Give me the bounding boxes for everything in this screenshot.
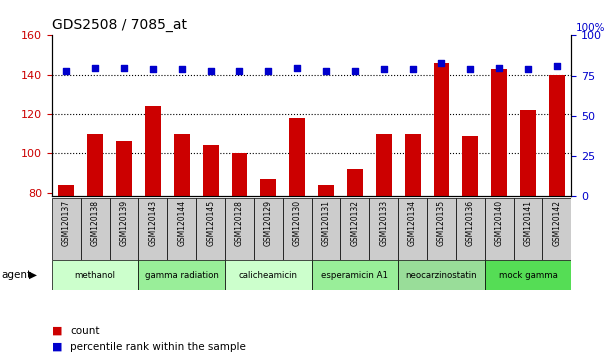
Text: GDS2508 / 7085_at: GDS2508 / 7085_at xyxy=(52,18,187,32)
Bar xyxy=(52,198,81,260)
Point xyxy=(177,67,187,72)
Point xyxy=(379,67,389,72)
Text: GSM120141: GSM120141 xyxy=(524,200,533,246)
Text: GSM120138: GSM120138 xyxy=(90,200,100,246)
Bar xyxy=(347,169,363,196)
Point xyxy=(494,65,504,70)
Bar xyxy=(225,260,312,290)
Text: neocarzinostatin: neocarzinostatin xyxy=(406,271,477,280)
Bar xyxy=(145,106,161,196)
Text: GSM120142: GSM120142 xyxy=(552,200,562,246)
Bar xyxy=(254,198,283,260)
Text: GSM120131: GSM120131 xyxy=(321,200,331,246)
Bar xyxy=(463,136,478,196)
Bar xyxy=(139,260,225,290)
Text: GSM120130: GSM120130 xyxy=(293,200,302,246)
Text: GSM120132: GSM120132 xyxy=(350,200,359,246)
Point xyxy=(206,68,216,74)
Text: calicheamicin: calicheamicin xyxy=(239,271,298,280)
Point xyxy=(350,68,360,74)
Bar xyxy=(485,198,514,260)
Bar xyxy=(87,133,103,196)
Bar xyxy=(283,198,312,260)
Text: GSM120128: GSM120128 xyxy=(235,200,244,246)
Text: GSM120129: GSM120129 xyxy=(264,200,273,246)
Point xyxy=(263,68,273,74)
Text: gamma radiation: gamma radiation xyxy=(145,271,219,280)
Bar xyxy=(398,260,485,290)
Text: esperamicin A1: esperamicin A1 xyxy=(321,271,389,280)
Text: 100%: 100% xyxy=(576,23,605,33)
Bar xyxy=(376,133,392,196)
Point xyxy=(552,63,562,69)
Text: agent: agent xyxy=(1,270,31,280)
Point xyxy=(523,67,533,72)
Bar xyxy=(312,198,340,260)
Bar xyxy=(434,63,449,196)
Bar xyxy=(514,198,543,260)
Text: percentile rank within the sample: percentile rank within the sample xyxy=(70,342,246,352)
Point xyxy=(148,67,158,72)
Text: ■: ■ xyxy=(52,326,62,336)
Text: GSM120145: GSM120145 xyxy=(206,200,215,246)
Bar xyxy=(312,260,398,290)
Bar xyxy=(398,198,427,260)
Bar xyxy=(81,198,109,260)
Text: GSM120144: GSM120144 xyxy=(177,200,186,246)
Text: ▶: ▶ xyxy=(29,270,37,280)
Bar xyxy=(196,198,225,260)
Point xyxy=(466,67,475,72)
Text: GSM120140: GSM120140 xyxy=(495,200,503,246)
Bar xyxy=(225,198,254,260)
Text: ■: ■ xyxy=(52,342,62,352)
Bar xyxy=(485,260,571,290)
Text: methanol: methanol xyxy=(75,271,115,280)
Bar xyxy=(260,179,276,196)
Bar xyxy=(203,145,219,196)
Bar xyxy=(139,198,167,260)
Text: GSM120134: GSM120134 xyxy=(408,200,417,246)
Text: mock gamma: mock gamma xyxy=(499,271,557,280)
Bar xyxy=(59,185,75,196)
Point xyxy=(90,65,100,70)
Bar xyxy=(232,153,247,196)
Bar xyxy=(318,185,334,196)
Bar xyxy=(456,198,485,260)
Text: count: count xyxy=(70,326,100,336)
Point xyxy=(437,60,447,65)
Bar xyxy=(549,75,565,196)
Text: GSM120143: GSM120143 xyxy=(148,200,158,246)
Bar xyxy=(369,198,398,260)
Point xyxy=(292,65,302,70)
Point xyxy=(408,67,417,72)
Point xyxy=(235,68,244,74)
Bar xyxy=(543,198,571,260)
Bar xyxy=(174,133,189,196)
Bar xyxy=(491,69,507,196)
Point xyxy=(119,65,129,70)
Point xyxy=(321,68,331,74)
Bar xyxy=(427,198,456,260)
Text: GSM120137: GSM120137 xyxy=(62,200,71,246)
Bar xyxy=(404,133,420,196)
Bar xyxy=(167,198,196,260)
Text: GSM120133: GSM120133 xyxy=(379,200,388,246)
Bar xyxy=(340,198,369,260)
Point xyxy=(62,68,71,74)
Bar xyxy=(520,110,536,196)
Text: GSM120139: GSM120139 xyxy=(120,200,128,246)
Bar xyxy=(116,142,132,196)
Text: GSM120136: GSM120136 xyxy=(466,200,475,246)
Bar xyxy=(289,118,305,196)
Bar xyxy=(109,198,139,260)
Bar xyxy=(52,260,139,290)
Text: GSM120135: GSM120135 xyxy=(437,200,446,246)
